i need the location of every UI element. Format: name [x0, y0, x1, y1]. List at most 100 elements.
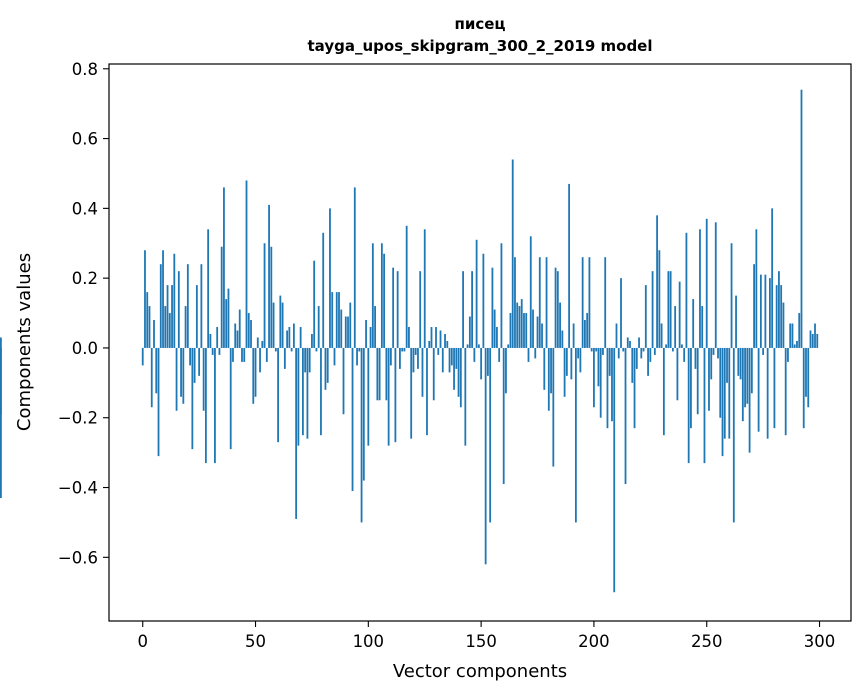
bar — [532, 309, 534, 348]
bar — [218, 347, 221, 355]
bar — [588, 257, 591, 348]
bar — [349, 302, 352, 348]
bar — [502, 347, 505, 485]
bar — [200, 264, 203, 348]
bar — [340, 309, 343, 348]
bar — [204, 347, 207, 464]
bar — [419, 271, 422, 348]
bar — [486, 347, 489, 376]
bar — [638, 337, 640, 348]
bar — [572, 323, 575, 348]
x-axis-label: Vector components — [393, 661, 567, 682]
bar — [374, 306, 376, 348]
bar — [629, 340, 631, 348]
bar — [144, 250, 146, 348]
bar — [220, 246, 223, 348]
bar — [295, 347, 298, 519]
bar — [0, 337, 2, 348]
bar — [417, 347, 419, 369]
bar — [297, 347, 300, 446]
bar — [712, 347, 715, 355]
bar — [516, 302, 519, 348]
bar — [579, 347, 582, 373]
bar — [198, 347, 201, 376]
bar — [493, 309, 496, 348]
bar — [602, 347, 604, 355]
bar — [662, 347, 665, 436]
bar — [392, 267, 395, 348]
bar — [462, 271, 464, 348]
bar — [164, 306, 167, 348]
bar — [620, 278, 622, 348]
bar — [678, 281, 681, 348]
x-tick-label: 250 — [691, 632, 723, 651]
bar — [538, 257, 541, 348]
bar — [0, 347, 2, 498]
bar — [256, 337, 259, 348]
bar — [389, 347, 392, 366]
bar — [667, 271, 670, 348]
bar — [356, 347, 358, 366]
bar — [439, 330, 442, 348]
bar — [286, 330, 289, 348]
bar — [430, 327, 433, 348]
bar — [245, 180, 248, 348]
bar — [584, 320, 586, 348]
bar — [604, 257, 607, 348]
bar — [360, 347, 363, 523]
bar — [304, 347, 307, 373]
bar — [173, 253, 176, 348]
y-tick-label: −0.2 — [58, 409, 98, 428]
bar — [446, 340, 449, 348]
bar — [252, 347, 255, 404]
bar — [186, 264, 189, 348]
bar — [168, 313, 171, 348]
bar — [171, 285, 173, 348]
bar — [157, 347, 160, 457]
bar — [358, 347, 361, 352]
bar — [554, 267, 557, 348]
bar — [771, 208, 774, 348]
bar — [805, 347, 807, 397]
bar — [189, 347, 191, 366]
bar — [748, 347, 751, 453]
bar — [556, 271, 559, 348]
bar — [265, 347, 268, 362]
bar — [753, 264, 755, 348]
bar — [329, 208, 331, 348]
bar — [385, 347, 388, 401]
bar — [527, 347, 530, 362]
bar — [665, 344, 668, 348]
bar — [509, 313, 512, 348]
bar — [412, 347, 415, 373]
x-tick-label: 150 — [465, 632, 497, 651]
bar — [238, 309, 241, 348]
bar — [507, 344, 510, 348]
bar — [723, 347, 726, 439]
bar — [762, 347, 765, 355]
bar — [766, 347, 769, 439]
bar — [694, 347, 697, 369]
bar — [764, 274, 767, 348]
bar — [568, 183, 571, 348]
y-tick-label: 0.0 — [72, 339, 98, 358]
bar — [223, 187, 225, 348]
bar — [401, 347, 404, 352]
bar — [574, 347, 577, 523]
bar — [146, 292, 149, 348]
bar — [315, 347, 318, 352]
bar — [484, 347, 487, 565]
bar — [236, 330, 239, 348]
plot-frame — [108, 63, 852, 622]
bar — [660, 323, 663, 348]
bar — [180, 347, 182, 397]
bar — [599, 347, 602, 418]
bar — [690, 347, 692, 429]
bar — [299, 327, 302, 348]
bar — [793, 344, 796, 348]
bar — [250, 320, 252, 348]
bar — [166, 285, 169, 348]
bar — [658, 250, 661, 348]
bar — [547, 347, 550, 411]
